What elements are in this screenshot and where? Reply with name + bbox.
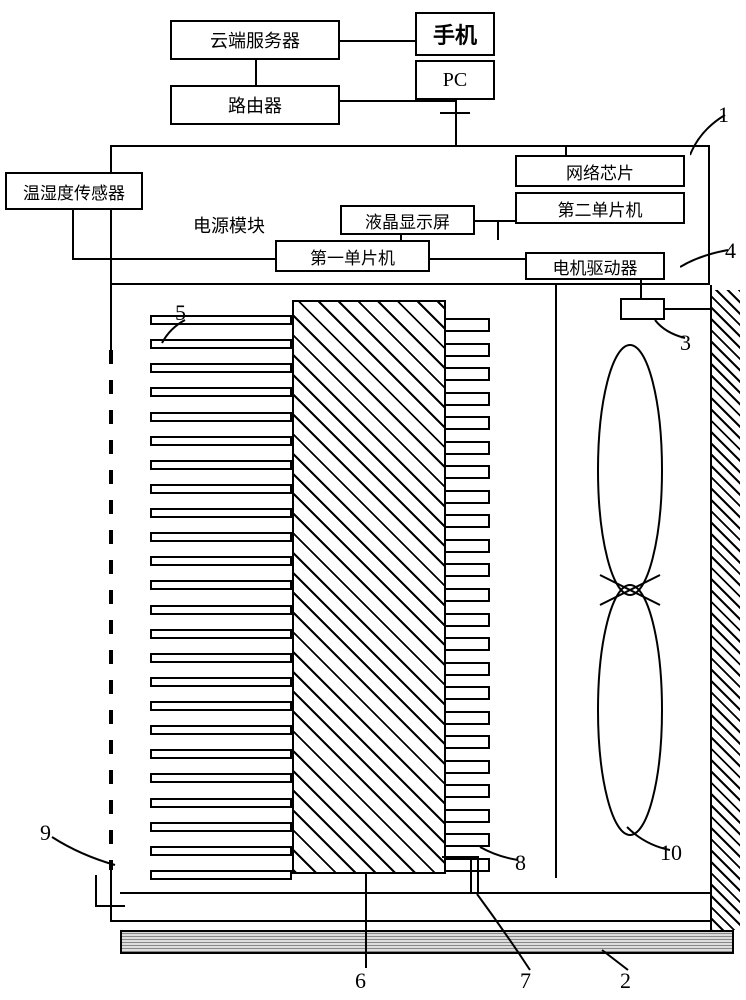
comb-tooth xyxy=(444,613,490,627)
comb-tooth xyxy=(444,343,490,357)
body-bottom-wall xyxy=(110,920,710,922)
fin xyxy=(150,460,292,470)
motor xyxy=(620,298,665,320)
lcd-block: 液晶显示屏 xyxy=(340,205,475,235)
phone-block: 手机 xyxy=(415,12,495,56)
fin xyxy=(150,846,292,856)
comb-tooth xyxy=(444,318,490,332)
fin xyxy=(150,484,292,494)
fin xyxy=(150,412,292,422)
first-mcu: 第一单片机 xyxy=(275,240,430,272)
conn xyxy=(430,258,525,260)
conn xyxy=(497,220,499,240)
leader-6 xyxy=(358,870,378,970)
fan-top xyxy=(585,340,675,600)
fin xyxy=(150,363,292,373)
fin xyxy=(150,749,292,759)
inlet-dashed-over xyxy=(109,350,113,870)
leader-1 xyxy=(690,110,730,160)
fin xyxy=(150,436,292,446)
comb-tooth xyxy=(444,441,490,455)
temp-humid-sensor: 温湿度传感器 xyxy=(5,172,143,210)
leader-7 xyxy=(475,892,535,972)
comb-tooth xyxy=(444,588,490,602)
fin xyxy=(150,605,292,615)
fan-cross xyxy=(595,570,665,610)
label-6: 6 xyxy=(355,968,366,994)
comb-tooth xyxy=(444,514,490,528)
bracket-h xyxy=(95,905,125,907)
conn xyxy=(72,210,74,260)
conn xyxy=(400,235,402,240)
fin xyxy=(150,798,292,808)
comb-tooth xyxy=(444,367,490,381)
comb-tooth xyxy=(444,662,490,676)
pc-block: PC xyxy=(415,60,495,100)
fan-bottom xyxy=(585,580,675,840)
leader-2 xyxy=(600,948,635,973)
comb-tooth xyxy=(444,760,490,774)
comb-tooth xyxy=(444,809,490,823)
fin xyxy=(150,870,292,880)
partition xyxy=(555,285,557,878)
second-mcu: 第二单片机 xyxy=(515,192,685,224)
diagram-canvas: 手机 PC 云端服务器 路由器 网络芯片 第二单片机 液晶显示屏 第一单片机 电… xyxy=(0,0,746,1000)
fin xyxy=(150,629,292,639)
conn xyxy=(640,280,642,300)
fin xyxy=(150,773,292,783)
tube-7a xyxy=(470,858,472,893)
conn xyxy=(455,100,457,112)
fin xyxy=(150,508,292,518)
router-block: 路由器 xyxy=(170,85,340,125)
bracket-v xyxy=(95,875,97,907)
comb-tooth xyxy=(444,784,490,798)
comb-tooth xyxy=(444,637,490,651)
fin xyxy=(150,532,292,542)
conn xyxy=(340,100,455,102)
leader-10 xyxy=(625,825,675,855)
fin xyxy=(150,556,292,566)
motor-shaft xyxy=(665,308,710,310)
fin xyxy=(150,653,292,663)
comb-tooth xyxy=(444,539,490,553)
conn xyxy=(72,258,275,260)
conn xyxy=(455,145,567,147)
conn xyxy=(475,220,515,222)
right-wall-hatch xyxy=(710,290,740,930)
comb-tooth xyxy=(444,735,490,749)
leader-8 xyxy=(478,845,523,870)
conn xyxy=(455,112,457,145)
comb-tooth xyxy=(444,465,490,479)
right-wall-line xyxy=(710,285,712,930)
power-module-label: 电源模块 xyxy=(193,212,265,238)
tube-7c xyxy=(442,856,479,858)
fin xyxy=(150,387,292,397)
conn xyxy=(340,40,415,42)
comb-tooth xyxy=(444,392,490,406)
inner-floor xyxy=(120,892,710,894)
fin xyxy=(150,701,292,711)
comb-tooth xyxy=(444,563,490,577)
comb-tooth xyxy=(444,711,490,725)
comb-tooth xyxy=(444,686,490,700)
leader-9 xyxy=(50,835,120,875)
fin xyxy=(150,725,292,735)
leader-5 xyxy=(160,318,200,348)
comb-tooth xyxy=(444,490,490,504)
comb-tooth xyxy=(444,416,490,430)
fin xyxy=(150,677,292,687)
network-chip: 网络芯片 xyxy=(515,155,685,187)
conn xyxy=(255,60,257,85)
core-block xyxy=(292,300,446,874)
base-strip xyxy=(120,930,734,954)
motor-driver: 电机驱动器 xyxy=(525,252,665,280)
leader-4 xyxy=(680,245,730,275)
fin xyxy=(150,822,292,832)
cloud-server-block: 云端服务器 xyxy=(170,20,340,60)
fin xyxy=(150,580,292,590)
